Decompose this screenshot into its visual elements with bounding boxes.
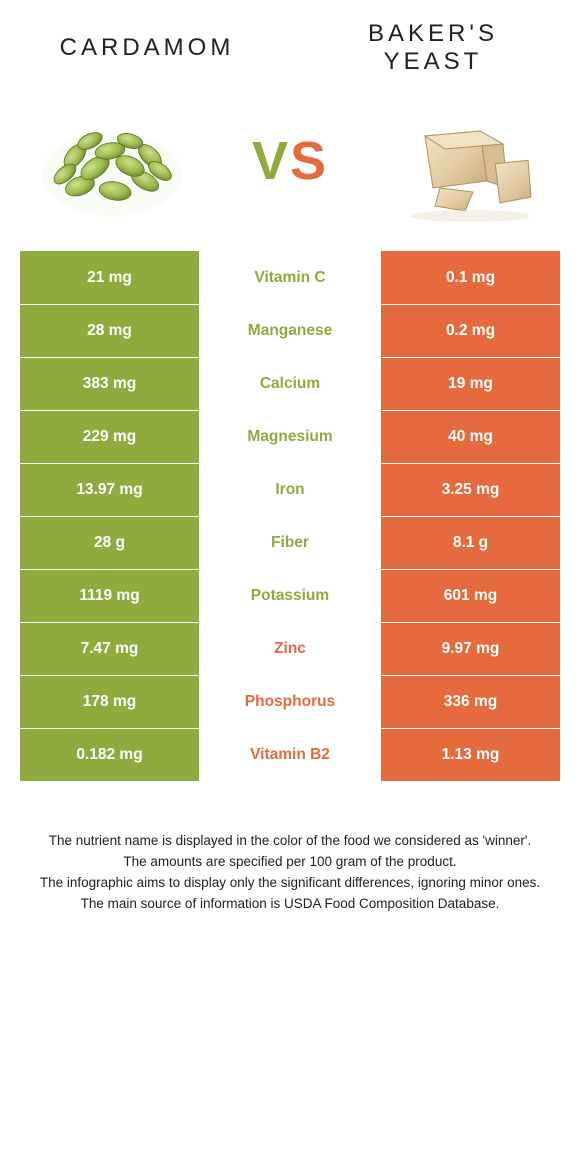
- cardamom-icon: [30, 96, 195, 226]
- nutrient-label: Vitamin C: [200, 251, 380, 304]
- vs-row: VS: [0, 86, 580, 251]
- table-row: 21 mgVitamin C0.1 mg: [20, 251, 560, 304]
- table-row: 0.182 mgVitamin B21.13 mg: [20, 728, 560, 781]
- right-value: 601 mg: [380, 570, 560, 622]
- left-value: 28 mg: [20, 305, 200, 357]
- right-food-image: [385, 96, 550, 226]
- left-value: 13.97 mg: [20, 464, 200, 516]
- comparison-table: 21 mgVitamin C0.1 mg28 mgManganese0.2 mg…: [20, 251, 560, 781]
- footer-line: The amounts are specified per 100 gram o…: [20, 852, 560, 873]
- header-title-left: Cardamom: [30, 34, 264, 62]
- vs-s: S: [290, 131, 328, 191]
- nutrient-label: Zinc: [200, 623, 380, 675]
- left-value: 7.47 mg: [20, 623, 200, 675]
- right-value: 3.25 mg: [380, 464, 560, 516]
- right-value: 40 mg: [380, 411, 560, 463]
- left-value: 21 mg: [20, 251, 200, 304]
- nutrient-label: Potassium: [200, 570, 380, 622]
- left-value: 0.182 mg: [20, 729, 200, 781]
- right-value: 19 mg: [380, 358, 560, 410]
- left-value: 229 mg: [20, 411, 200, 463]
- footer-line: The main source of information is USDA F…: [20, 894, 560, 915]
- left-value: 178 mg: [20, 676, 200, 728]
- yeast-icon: [385, 96, 550, 226]
- nutrient-label: Phosphorus: [200, 676, 380, 728]
- table-row: 7.47 mgZinc9.97 mg: [20, 622, 560, 675]
- right-value: 9.97 mg: [380, 623, 560, 675]
- vs-v: V: [252, 131, 290, 191]
- nutrient-label: Magnesium: [200, 411, 380, 463]
- nutrient-label: Iron: [200, 464, 380, 516]
- table-row: 178 mgPhosphorus336 mg: [20, 675, 560, 728]
- left-value: 383 mg: [20, 358, 200, 410]
- table-row: 28 mgManganese0.2 mg: [20, 304, 560, 357]
- right-value: 1.13 mg: [380, 729, 560, 781]
- left-value: 1119 mg: [20, 570, 200, 622]
- infographic-root: Cardamom Baker's Yeast: [0, 0, 580, 915]
- nutrient-label: Vitamin B2: [200, 729, 380, 781]
- table-row: 383 mgCalcium19 mg: [20, 357, 560, 410]
- right-value: 8.1 g: [380, 517, 560, 569]
- header-row: Cardamom Baker's Yeast: [0, 0, 580, 86]
- right-value: 0.2 mg: [380, 305, 560, 357]
- nutrient-label: Manganese: [200, 305, 380, 357]
- table-row: 1119 mgPotassium601 mg: [20, 569, 560, 622]
- footer-notes: The nutrient name is displayed in the co…: [20, 831, 560, 915]
- table-row: 229 mgMagnesium40 mg: [20, 410, 560, 463]
- right-value: 0.1 mg: [380, 251, 560, 304]
- left-value: 28 g: [20, 517, 200, 569]
- table-row: 28 gFiber8.1 g: [20, 516, 560, 569]
- right-value: 336 mg: [380, 676, 560, 728]
- table-row: 13.97 mgIron3.25 mg: [20, 463, 560, 516]
- left-food-image: [30, 96, 195, 226]
- footer-line: The nutrient name is displayed in the co…: [20, 831, 560, 852]
- nutrient-label: Fiber: [200, 517, 380, 569]
- footer-line: The infographic aims to display only the…: [20, 873, 560, 894]
- vs-label: VS: [252, 130, 328, 192]
- nutrient-label: Calcium: [200, 358, 380, 410]
- header-title-right: Baker's Yeast: [316, 20, 550, 76]
